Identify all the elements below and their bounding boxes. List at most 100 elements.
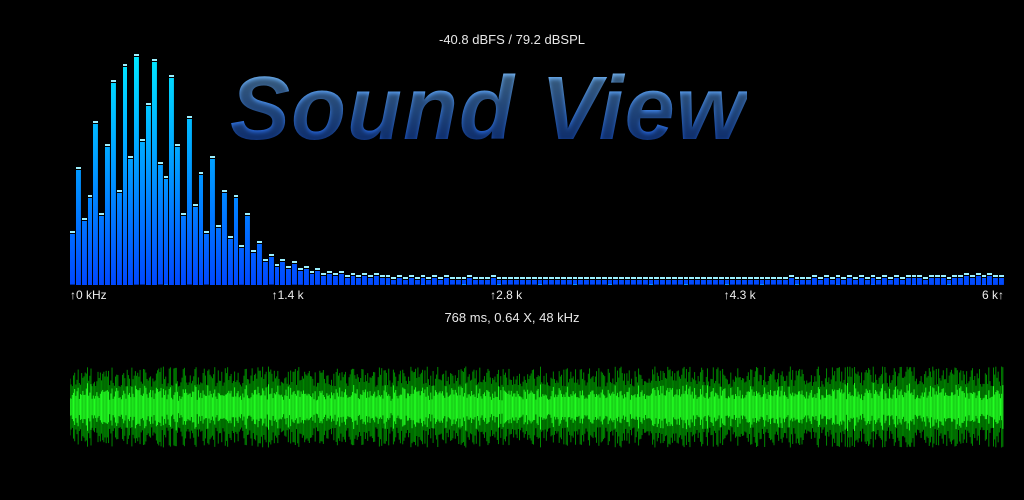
spectrum-bar <box>987 273 992 285</box>
spectrum-bar <box>941 275 946 285</box>
axis-tick: 6 k↑ <box>982 288 1004 302</box>
spectrum-bar <box>888 277 893 285</box>
spectrum-bar <box>70 231 75 285</box>
spectrum-bar <box>789 275 794 285</box>
spectrum-bar <box>631 277 636 285</box>
spectrum-bar <box>865 277 870 285</box>
spectrum-bar <box>765 277 770 285</box>
spectrum-bar <box>613 277 618 285</box>
spectrum-bar <box>783 277 788 285</box>
spectrum-bar <box>93 121 98 285</box>
spectrum-bar <box>403 277 408 285</box>
spectrum-bar <box>947 277 952 285</box>
spectrum-bar <box>456 277 461 285</box>
spectrum-bar <box>462 277 467 285</box>
spectrum-bar <box>637 277 642 285</box>
spectrum-bar <box>415 277 420 285</box>
spectrum-bar <box>228 236 233 285</box>
spectrum-bar <box>567 277 572 285</box>
spectrum-bar <box>812 275 817 285</box>
spectrum-bar <box>643 277 648 285</box>
axis-tick: ↑4.3 k <box>724 288 756 302</box>
spectrum-bar <box>508 277 513 285</box>
spectrum-bar <box>222 190 227 285</box>
spectrum-bar <box>859 275 864 285</box>
spectrum-bar <box>280 259 285 285</box>
spectrum-bar <box>748 277 753 285</box>
spectrum-bar <box>993 275 998 285</box>
spectrum-bar <box>450 277 455 285</box>
spectrum-bar <box>707 277 712 285</box>
spectrum-bar <box>871 275 876 285</box>
spectrum-bar <box>514 277 519 285</box>
spectrum-bar <box>730 277 735 285</box>
spectrum-bar <box>561 277 566 285</box>
spectrum-bar <box>526 277 531 285</box>
spectrum-bar <box>900 277 905 285</box>
spectrum-bar <box>596 277 601 285</box>
spectrum-bar <box>999 275 1004 285</box>
spectrum-bar <box>351 273 356 285</box>
spectrum-bar <box>894 275 899 285</box>
spectrum-bar <box>549 277 554 285</box>
spectrum-bar <box>573 277 578 285</box>
spectrum-bar <box>625 277 630 285</box>
spectrum-bar <box>158 162 163 285</box>
spectrum-bar <box>275 264 280 285</box>
spectrum-bar <box>929 275 934 285</box>
spectrum-bar <box>538 277 543 285</box>
spectrum-bar <box>187 116 192 285</box>
spectrum-bar <box>760 277 765 285</box>
spectrum-bar <box>976 273 981 285</box>
spectrum-bar <box>204 231 209 285</box>
spectrum-bar <box>847 275 852 285</box>
spectrum-bar <box>210 156 215 286</box>
spectrum-bar <box>491 275 496 285</box>
spectrum-bar <box>257 241 262 285</box>
spectrum-bar <box>193 204 198 285</box>
spectrum-bar <box>169 75 174 285</box>
spectrum-bar <box>836 275 841 285</box>
spectrum-bar <box>391 277 396 285</box>
spectrum-bar <box>689 277 694 285</box>
waveform-display[interactable] <box>70 332 1004 482</box>
spectrum-bar <box>497 277 502 285</box>
spectrum-bar <box>123 64 128 286</box>
spectrum-bar <box>426 277 431 285</box>
spectrum-bar <box>853 277 858 285</box>
spectrum-bar <box>952 275 957 285</box>
app-root: -40.8 dBFS / 79.2 dBSPL ↑0 kHz↑1.4 k↑2.8… <box>0 0 1024 500</box>
spectrum-bar <box>584 277 589 285</box>
frequency-axis: ↑0 kHz↑1.4 k↑2.8 k↑4.3 k6 k↑ <box>70 288 1004 306</box>
spectrum-bar <box>380 275 385 285</box>
spectrum-bar <box>362 273 367 285</box>
spectrum-bar <box>520 277 525 285</box>
spectrum-bar <box>269 254 274 285</box>
spectrum-bar <box>432 275 437 285</box>
spectrum-bar <box>742 277 747 285</box>
spectrum-bar <box>333 273 338 285</box>
spectrum-analyzer[interactable] <box>70 55 1004 285</box>
spectrum-bar <box>146 103 151 285</box>
spectrum-bar <box>578 277 583 285</box>
spectrum-bar <box>619 277 624 285</box>
spectrum-bar <box>444 275 449 285</box>
spectrum-bar <box>140 139 145 285</box>
spectrum-bar <box>725 277 730 285</box>
spectrum-bar <box>543 277 548 285</box>
spectrum-bar <box>321 273 326 285</box>
spectrum-bar <box>199 172 204 285</box>
spectrum-bar <box>304 266 309 285</box>
spectrum-bar <box>649 277 654 285</box>
spectrum-bar <box>970 275 975 285</box>
spectrum-bar <box>356 275 361 285</box>
spectrum-bar <box>368 275 373 285</box>
spectrum-bar <box>958 275 963 285</box>
spectrum-bar <box>82 218 87 285</box>
spectrum-bar <box>76 167 81 285</box>
spectrum-bar <box>777 277 782 285</box>
spectrum-bar <box>502 277 507 285</box>
spectrum-bar <box>134 54 139 285</box>
spectrum-bar <box>736 277 741 285</box>
spectrum-bar <box>806 277 811 285</box>
